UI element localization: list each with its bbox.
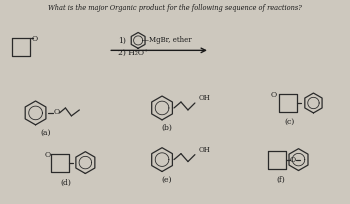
- Text: O: O: [289, 156, 296, 164]
- Text: (f): (f): [276, 175, 285, 183]
- Text: (e): (e): [162, 175, 172, 183]
- Text: OH: OH: [199, 146, 211, 154]
- Text: (c): (c): [285, 118, 295, 126]
- Text: —MgBr, ether: —MgBr, ether: [142, 37, 192, 44]
- Text: (a): (a): [40, 129, 51, 137]
- Text: O: O: [54, 109, 60, 116]
- Text: (b): (b): [162, 124, 173, 132]
- Text: What is the major Organic product for the following sequence of reactions?: What is the major Organic product for th…: [48, 4, 302, 12]
- Text: 2) H₂O⁺: 2) H₂O⁺: [118, 48, 148, 56]
- Text: O: O: [44, 151, 50, 159]
- Text: OH: OH: [199, 94, 211, 102]
- Text: 1): 1): [118, 37, 126, 44]
- Text: O: O: [271, 91, 276, 99]
- Text: O: O: [32, 35, 38, 43]
- Text: (d): (d): [60, 178, 71, 186]
